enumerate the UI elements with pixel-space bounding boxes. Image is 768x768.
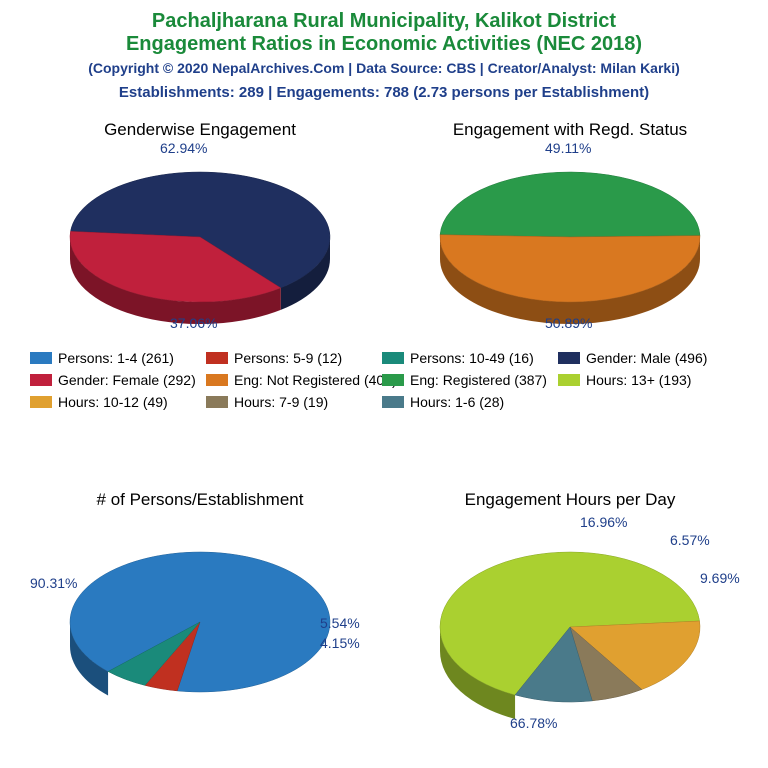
- legend-text: Hours: 13+ (193): [586, 372, 691, 388]
- stats-line: Establishments: 289 | Engagements: 788 (…: [0, 84, 768, 101]
- header: Pachaljharana Rural Municipality, Kaliko…: [0, 0, 768, 101]
- legend-item: Persons: 10-49 (16): [382, 350, 558, 366]
- chart-hours: Engagement Hours per Day 66.78% 16.96% 6…: [390, 490, 750, 750]
- subtitle: (Copyright © 2020 NepalArchives.Com | Da…: [0, 60, 768, 76]
- legend-text: Gender: Female (292): [58, 372, 196, 388]
- chart-regd-title: Engagement with Regd. Status: [390, 120, 750, 140]
- legend-swatch: [382, 374, 404, 386]
- title-line-1: Pachaljharana Rural Municipality, Kaliko…: [0, 10, 768, 33]
- legend-item: Eng: Registered (387): [382, 372, 558, 388]
- chart-gender: Genderwise Engagement 62.94% 37.06%: [20, 120, 380, 350]
- label-hours-2: 6.57%: [670, 532, 710, 548]
- legend-item: Hours: 13+ (193): [558, 372, 734, 388]
- legend-text: Eng: Registered (387): [410, 372, 547, 388]
- label-persons-2: 5.54%: [320, 615, 360, 631]
- legend-text: Hours: 10-12 (49): [58, 394, 168, 410]
- label-hours-1: 16.96%: [580, 514, 627, 530]
- title-line-2: Engagement Ratios in Economic Activities…: [0, 33, 768, 56]
- legend-swatch: [206, 352, 228, 364]
- legend-text: Persons: 10-49 (16): [410, 350, 534, 366]
- legend-swatch: [558, 374, 580, 386]
- label-gender-1: 37.06%: [170, 315, 217, 331]
- legend-text: Gender: Male (496): [586, 350, 707, 366]
- legend-item: Persons: 5-9 (12): [206, 350, 382, 366]
- chart-hours-title: Engagement Hours per Day: [390, 490, 750, 510]
- legend-item: Hours: 7-9 (19): [206, 394, 382, 410]
- label-persons-0: 90.31%: [30, 575, 77, 591]
- legend-swatch: [382, 352, 404, 364]
- label-regd-0: 49.11%: [545, 140, 591, 156]
- legend: Persons: 1-4 (261) Persons: 5-9 (12) Perso…: [30, 350, 740, 416]
- legend-swatch: [558, 352, 580, 364]
- chart-persons-title: # of Persons/Establishment: [20, 490, 380, 510]
- chart-gender-title: Genderwise Engagement: [20, 120, 380, 140]
- legend-text: Hours: 7-9 (19): [234, 394, 328, 410]
- legend-text: Persons: 1-4 (261): [58, 350, 174, 366]
- chart-persons: # of Persons/Establishment 90.31% 4.15% …: [20, 490, 380, 750]
- label-gender-0: 62.94%: [160, 140, 207, 156]
- label-persons-1: 4.15%: [320, 635, 360, 651]
- pie-gender: [20, 142, 380, 342]
- label-hours-0: 66.78%: [510, 715, 557, 731]
- legend-swatch: [382, 396, 404, 408]
- legend-swatch: [30, 396, 52, 408]
- label-regd-1: 50.89%: [545, 315, 592, 331]
- chart-regd: Engagement with Regd. Status 49.11% 50.8…: [390, 120, 750, 350]
- label-hours-3: 9.69%: [700, 570, 740, 586]
- legend-swatch: [206, 374, 228, 386]
- pie-regd: [390, 142, 750, 342]
- legend-text: Hours: 1-6 (28): [410, 394, 504, 410]
- legend-swatch: [30, 352, 52, 364]
- legend-swatch: [206, 396, 228, 408]
- legend-item: Hours: 10-12 (49): [30, 394, 206, 410]
- legend-item: Hours: 1-6 (28): [382, 394, 558, 410]
- legend-item: Persons: 1-4 (261): [30, 350, 206, 366]
- legend-text: Eng: Not Registered (401): [234, 372, 397, 388]
- legend-item: Gender: Female (292): [30, 372, 206, 388]
- legend-item: Eng: Not Registered (401): [206, 372, 382, 388]
- legend-item: Gender: Male (496): [558, 350, 734, 366]
- legend-text: Persons: 5-9 (12): [234, 350, 342, 366]
- legend-swatch: [30, 374, 52, 386]
